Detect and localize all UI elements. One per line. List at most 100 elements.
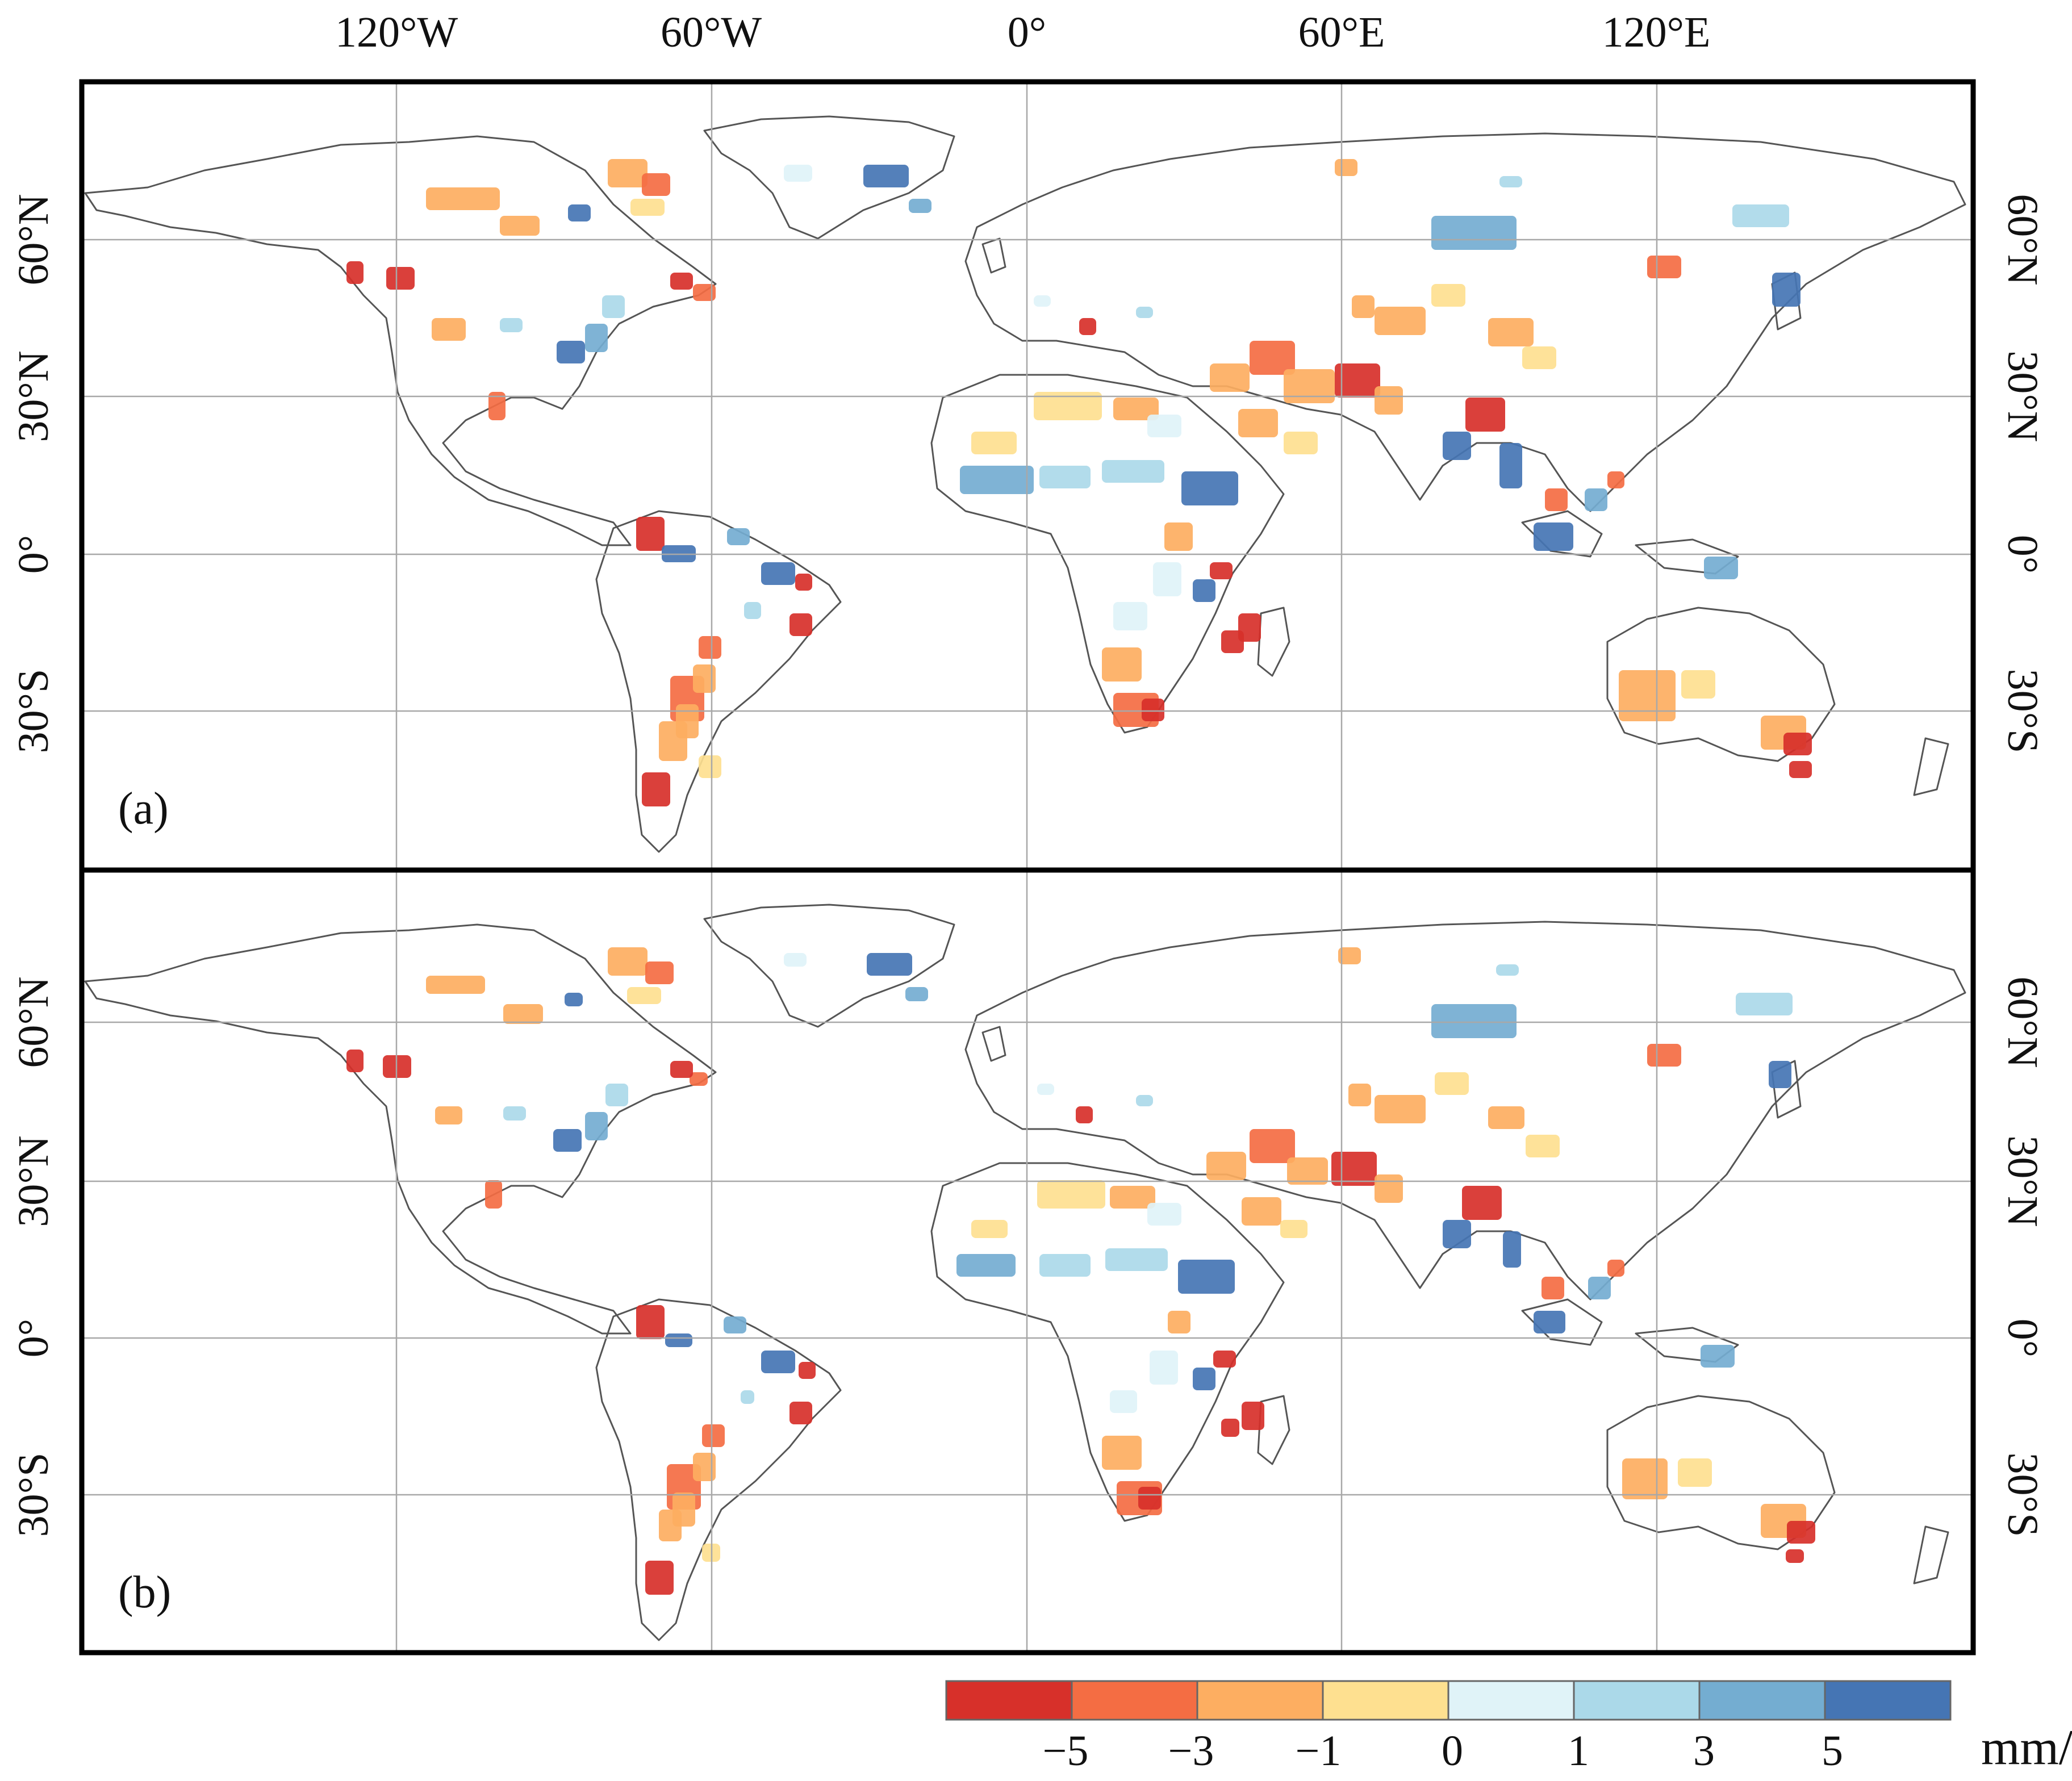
trend-patch bbox=[1034, 392, 1102, 420]
trend-patch bbox=[795, 574, 812, 591]
trend-patch bbox=[1039, 1254, 1091, 1277]
lon-label-60e: 60°E bbox=[1298, 9, 1385, 56]
trend-patch bbox=[568, 204, 591, 221]
trend-patch bbox=[426, 976, 485, 994]
landmass-outline bbox=[930, 374, 1285, 734]
trend-patch bbox=[1443, 1220, 1471, 1248]
trend-patch bbox=[670, 273, 693, 290]
trend-patch bbox=[702, 1424, 725, 1447]
trend-patch bbox=[1105, 1248, 1168, 1271]
trend-patch bbox=[676, 704, 699, 738]
trend-patch bbox=[1678, 1458, 1712, 1487]
trend-patch bbox=[1465, 398, 1505, 432]
trend-patch bbox=[1619, 670, 1676, 721]
lat-label-60n-b: 60°N bbox=[10, 976, 57, 1068]
landmass-outline bbox=[981, 1026, 1006, 1062]
trend-patch bbox=[1534, 522, 1573, 551]
color-legend-swatches bbox=[945, 1680, 1952, 1721]
trend-patch bbox=[1499, 443, 1522, 488]
trend-patch bbox=[1102, 460, 1164, 483]
landmass-outline bbox=[84, 135, 717, 546]
lat-label-0: 0° bbox=[10, 535, 57, 574]
trend-patch bbox=[1076, 1106, 1093, 1123]
landmass-outline bbox=[1913, 737, 1949, 796]
landmass-outline bbox=[1913, 1525, 1949, 1584]
trend-patch bbox=[1178, 1260, 1235, 1294]
legend-tick-0: 0 bbox=[1442, 1727, 1463, 1775]
trend-patch bbox=[585, 1112, 608, 1140]
landmass-outline bbox=[84, 923, 717, 1335]
trend-patch bbox=[1110, 1390, 1137, 1413]
panel-a-gridlines bbox=[82, 82, 1973, 870]
trend-patch bbox=[1242, 1197, 1281, 1226]
trend-patch bbox=[761, 1351, 795, 1373]
legend-swatch bbox=[945, 1680, 1073, 1721]
trend-patch bbox=[500, 318, 523, 332]
trend-patch bbox=[346, 1050, 364, 1072]
trend-patch bbox=[627, 987, 661, 1004]
trend-patch bbox=[553, 1129, 582, 1152]
trend-patch bbox=[1147, 1203, 1181, 1226]
lon-label-0: 0° bbox=[1008, 9, 1046, 56]
trend-patch bbox=[672, 1492, 695, 1527]
landmass-outline bbox=[595, 510, 842, 853]
trend-patch bbox=[741, 1390, 754, 1404]
legend-swatch bbox=[1573, 1680, 1701, 1721]
lat-label-30s-b: 30°S bbox=[10, 1453, 57, 1537]
trend-patch bbox=[1783, 733, 1812, 755]
legend-tick-5: 5 bbox=[1822, 1727, 1843, 1775]
trend-patch bbox=[665, 1333, 692, 1347]
trend-patch bbox=[1034, 295, 1051, 307]
trend-patch bbox=[1488, 318, 1534, 346]
trend-patch bbox=[956, 1254, 1016, 1277]
trend-patch bbox=[1496, 964, 1519, 976]
panel-a-map bbox=[84, 115, 1966, 853]
trend-patch bbox=[1585, 488, 1607, 511]
trend-patch bbox=[1503, 1231, 1521, 1268]
trend-patch bbox=[1375, 1174, 1403, 1203]
trend-patch bbox=[565, 993, 583, 1006]
trend-patch bbox=[1769, 1061, 1791, 1088]
landmass-outline bbox=[981, 237, 1006, 274]
trend-patch bbox=[1462, 1186, 1502, 1220]
trend-patch bbox=[699, 636, 721, 659]
trend-patch bbox=[1443, 432, 1471, 460]
trend-patch bbox=[1701, 1345, 1735, 1368]
trend-patch bbox=[1522, 346, 1556, 369]
panel-a-lat-labels-left: 60°N 30°N 0° 30°S bbox=[10, 194, 57, 753]
landmass-outline bbox=[703, 115, 955, 240]
trend-patch bbox=[386, 267, 415, 290]
trend-patch bbox=[670, 1061, 693, 1078]
trend-patch bbox=[1113, 602, 1147, 630]
legend-swatch bbox=[1447, 1680, 1575, 1721]
trend-patch bbox=[1335, 159, 1357, 176]
landmass-outline bbox=[703, 904, 955, 1028]
trend-patch bbox=[1435, 1072, 1469, 1095]
legend-swatch bbox=[1322, 1680, 1449, 1721]
trend-patch bbox=[1164, 522, 1193, 551]
trend-patch bbox=[1789, 761, 1812, 778]
trend-patch bbox=[585, 324, 608, 352]
trend-patch bbox=[1147, 415, 1181, 437]
trend-patch bbox=[503, 1106, 526, 1121]
trend-patch bbox=[642, 772, 670, 806]
lat-label-0-b-right: 0° bbox=[1999, 1319, 2046, 1357]
panel-b-gridlines bbox=[82, 870, 1973, 1653]
trend-patch bbox=[1375, 386, 1403, 415]
trend-patch bbox=[1607, 1260, 1624, 1277]
trend-patch bbox=[1647, 256, 1681, 278]
trend-patch bbox=[503, 1004, 543, 1024]
trend-patch bbox=[1136, 1095, 1153, 1106]
trend-patch bbox=[346, 261, 364, 284]
landmass-outline bbox=[1257, 1395, 1290, 1465]
panel-b-lat-labels-right: 60°N 30°N 0° 30°S bbox=[1999, 976, 2046, 1537]
trend-patch bbox=[1787, 1521, 1815, 1544]
legend-swatch bbox=[1071, 1680, 1198, 1721]
lat-label-30n-b: 30°N bbox=[10, 1135, 57, 1227]
trend-patch bbox=[1488, 1106, 1524, 1129]
landmass-outline bbox=[1521, 1298, 1603, 1346]
trend-patch bbox=[1242, 1402, 1264, 1430]
trend-patch bbox=[1221, 1419, 1239, 1437]
trend-patch bbox=[645, 961, 674, 984]
trend-patch bbox=[863, 165, 909, 187]
